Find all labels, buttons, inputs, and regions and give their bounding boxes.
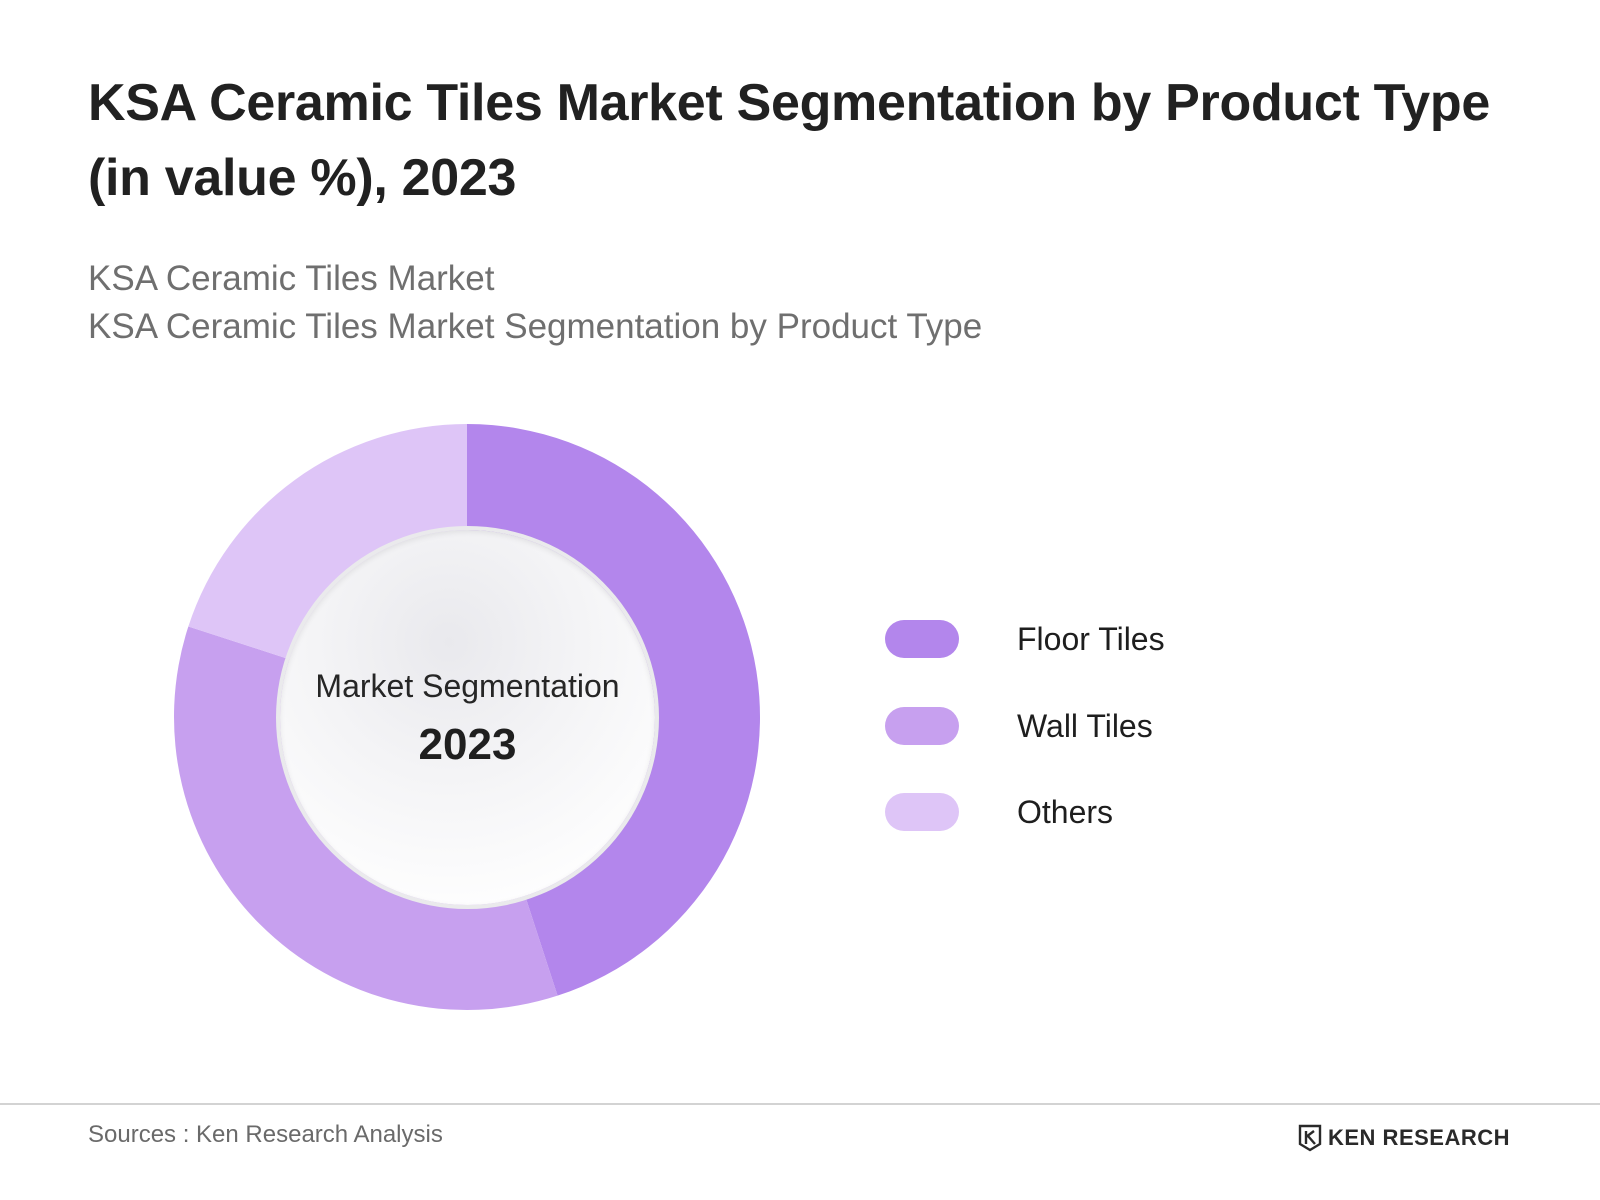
legend-label-wall-tiles: Wall Tiles bbox=[1017, 707, 1153, 744]
donut-slice-wall-tiles bbox=[173, 626, 558, 1010]
legend-item-floor-tiles: Floor Tiles bbox=[885, 619, 1165, 659]
legend-swatch-wall-tiles bbox=[885, 707, 959, 745]
ken-research-logo-icon bbox=[1298, 1124, 1322, 1152]
donut-slice-floor-tiles bbox=[467, 424, 760, 996]
legend-item-others: Others bbox=[885, 792, 1113, 832]
center-label-title: Market Segmentation bbox=[315, 668, 620, 704]
subtitle-line-2: KSA Ceramic Tiles Market Segmentation by… bbox=[88, 307, 983, 346]
legend-label-floor-tiles: Floor Tiles bbox=[1017, 620, 1165, 657]
brand-name: KEN RESEARCH bbox=[1328, 1125, 1511, 1150]
legend-item-wall-tiles: Wall Tiles bbox=[885, 706, 1153, 746]
subtitle-line-1: KSA Ceramic Tiles Market bbox=[88, 259, 495, 298]
brand-logo: KEN RESEARCH bbox=[1298, 1123, 1510, 1153]
legend-swatch-floor-tiles bbox=[885, 620, 959, 658]
center-label-year: 2023 bbox=[418, 720, 517, 769]
source-note: Sources : Ken Research Analysis bbox=[88, 1121, 443, 1148]
legend-swatch-others bbox=[885, 793, 959, 831]
footer-divider bbox=[0, 1103, 1600, 1105]
legend-label-others: Others bbox=[1017, 793, 1114, 830]
page-title: KSA Ceramic Tiles Market Segmentation by… bbox=[88, 74, 1490, 207]
subtitle: KSA Ceramic Tiles Market KSA Ceramic Til… bbox=[88, 255, 982, 351]
donut-center-label: Market Segmentation 2023 bbox=[280, 530, 655, 905]
donut-slice-others bbox=[188, 424, 467, 660]
